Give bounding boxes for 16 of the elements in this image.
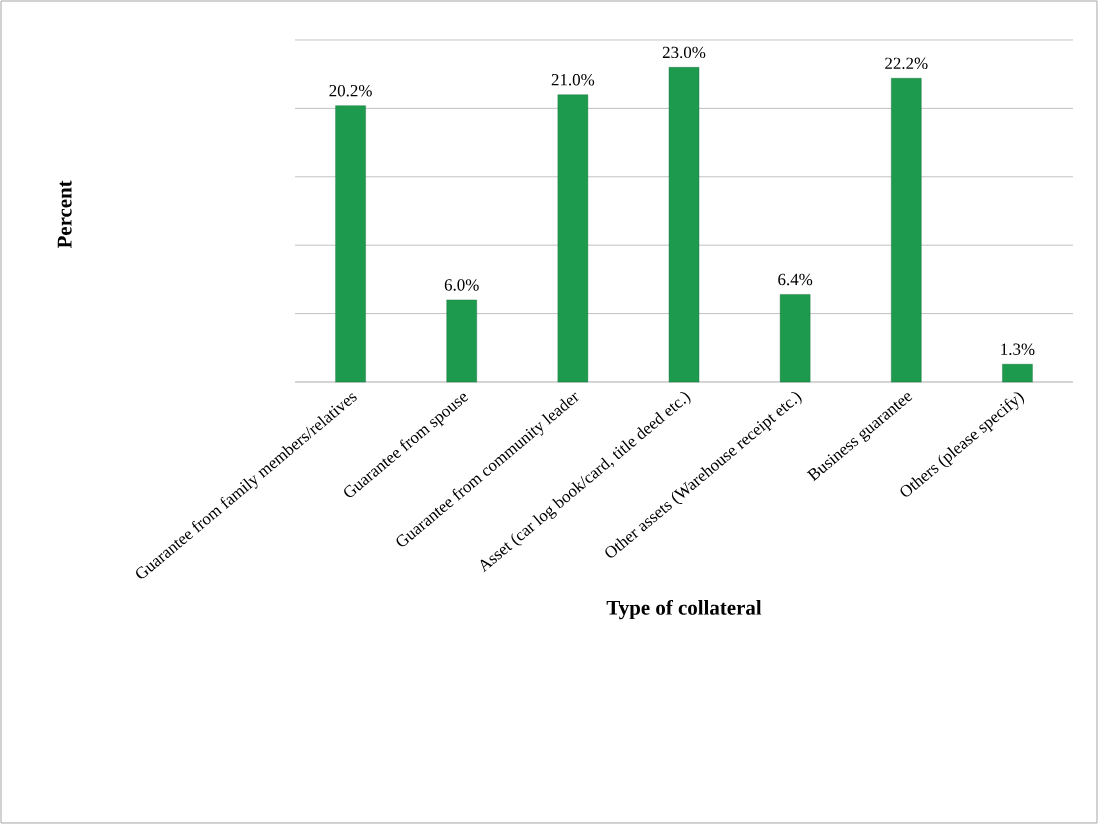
data-label: 1.3% [1001,343,1035,355]
bar [779,294,811,383]
x-axis-title: Type of collateral [606,599,762,620]
data-label: 20.2% [329,84,372,97]
data-label: 21.0% [551,74,595,86]
data-label: 22.2% [885,57,928,70]
bar [891,78,922,383]
y-axis-title: Percent [57,180,72,249]
bar [1002,364,1033,383]
bar [668,67,700,383]
data-label: 6.0% [444,279,479,291]
data-label: 6.4% [778,273,813,286]
bar [446,299,477,383]
data-label: 23.0% [662,46,706,59]
bar [335,105,366,383]
bar [557,94,589,383]
